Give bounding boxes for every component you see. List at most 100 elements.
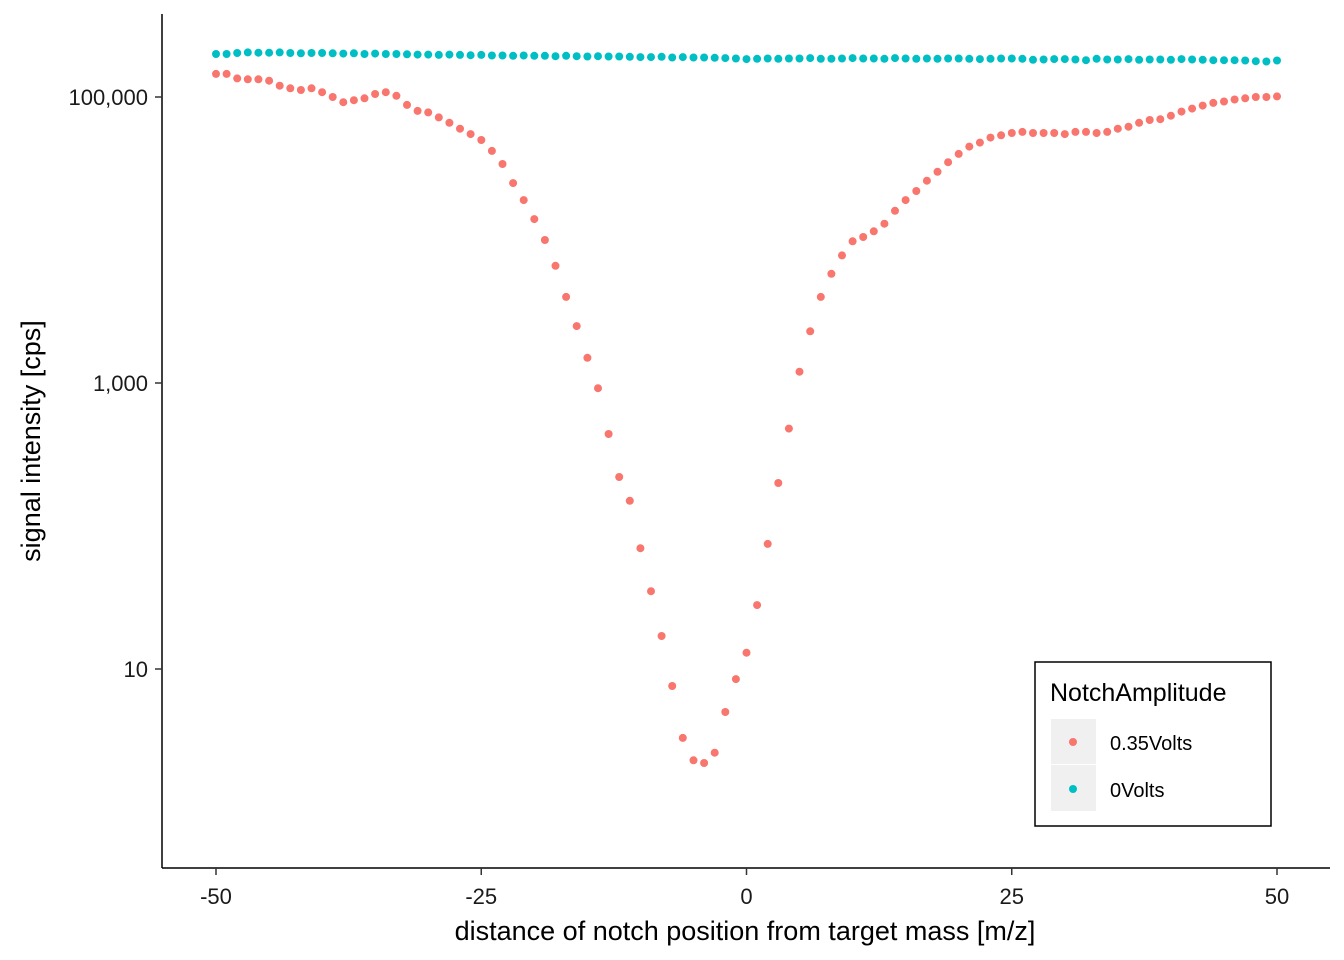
point-0volts-98 bbox=[1251, 57, 1260, 66]
point-0volts-11 bbox=[328, 49, 337, 58]
point-0.35volts-53 bbox=[774, 479, 783, 487]
point-0volts-1 bbox=[222, 50, 231, 58]
point-0volts-82 bbox=[1082, 56, 1090, 65]
point-0volts-79 bbox=[1050, 55, 1059, 64]
legend-label-0.35volts: 0.35Volts bbox=[1110, 733, 1192, 755]
point-0volts-31 bbox=[540, 51, 549, 60]
point-0.35volts-92 bbox=[1188, 104, 1197, 113]
point-0.35volts-42 bbox=[657, 632, 666, 640]
point-0volts-32 bbox=[551, 52, 560, 61]
point-0.35volts-32 bbox=[551, 261, 560, 270]
point-0.35volts-76 bbox=[1018, 127, 1027, 136]
y-axis-title: signal intensity [cps] bbox=[16, 320, 46, 562]
point-0volts-49 bbox=[731, 54, 740, 63]
point-0volts-97 bbox=[1241, 56, 1250, 65]
point-0volts-99 bbox=[1262, 57, 1271, 66]
point-0.35volts-87 bbox=[1135, 118, 1144, 127]
point-0.35volts-19 bbox=[413, 106, 422, 115]
point-0volts-0 bbox=[212, 50, 220, 58]
point-0.35volts-89 bbox=[1156, 115, 1165, 124]
point-0volts-91 bbox=[1177, 55, 1186, 64]
point-0volts-46 bbox=[700, 53, 709, 62]
point-0.35volts-21 bbox=[434, 113, 443, 122]
point-0volts-96 bbox=[1230, 56, 1239, 65]
point-0.35volts-24 bbox=[466, 130, 475, 139]
point-0volts-51 bbox=[753, 54, 762, 63]
point-0.35volts-95 bbox=[1220, 97, 1228, 106]
point-0volts-50 bbox=[742, 55, 751, 64]
point-0.35volts-34 bbox=[572, 322, 581, 331]
point-0volts-13 bbox=[349, 49, 358, 58]
point-0.35volts-72 bbox=[975, 138, 984, 147]
point-0volts-18 bbox=[403, 50, 411, 59]
point-0.35volts-10 bbox=[318, 88, 327, 97]
point-0volts-21 bbox=[434, 50, 443, 59]
x-tick-label: 25 bbox=[1000, 884, 1024, 909]
point-0.35volts-57 bbox=[816, 292, 825, 301]
legend-key-0volts bbox=[1069, 785, 1077, 793]
point-0volts-66 bbox=[912, 54, 921, 63]
point-0.35volts-7 bbox=[286, 84, 295, 93]
point-0.35volts-30 bbox=[530, 215, 539, 224]
point-0volts-37 bbox=[604, 52, 613, 61]
point-0volts-3 bbox=[243, 48, 252, 57]
x-tick-label: -50 bbox=[200, 884, 232, 909]
point-0volts-89 bbox=[1156, 55, 1165, 64]
point-0volts-23 bbox=[456, 50, 464, 59]
point-0volts-33 bbox=[562, 51, 571, 60]
point-0volts-20 bbox=[424, 50, 433, 59]
point-0.35volts-69 bbox=[944, 158, 953, 167]
x-axis-ticks: -50 -25 0 25 50 bbox=[200, 868, 1289, 909]
point-0.35volts-50 bbox=[742, 648, 751, 657]
point-0.35volts-75 bbox=[1007, 129, 1016, 137]
point-0.35volts-40 bbox=[636, 544, 645, 553]
point-0.35volts-17 bbox=[392, 91, 401, 100]
point-0.35volts-71 bbox=[965, 142, 974, 151]
point-0volts-2 bbox=[233, 49, 242, 57]
point-0.35volts-36 bbox=[594, 384, 602, 393]
point-0volts-64 bbox=[891, 54, 899, 63]
point-0volts-63 bbox=[880, 54, 889, 63]
x-axis-title: distance of notch position from target m… bbox=[455, 916, 1036, 946]
point-0volts-42 bbox=[657, 52, 666, 61]
point-0volts-16 bbox=[381, 50, 390, 58]
point-0.35volts-13 bbox=[349, 96, 358, 105]
point-0volts-52 bbox=[763, 54, 772, 63]
point-0volts-28 bbox=[509, 51, 518, 60]
point-0volts-40 bbox=[636, 53, 645, 62]
point-0volts-57 bbox=[816, 54, 825, 63]
point-0volts-45 bbox=[689, 53, 698, 62]
point-0.35volts-80 bbox=[1060, 130, 1069, 139]
point-0.35volts-81 bbox=[1071, 127, 1080, 136]
point-0.35volts-94 bbox=[1209, 98, 1218, 107]
point-0volts-61 bbox=[859, 54, 868, 63]
point-0.35volts-77 bbox=[1029, 129, 1037, 137]
point-0.35volts-2 bbox=[233, 74, 242, 83]
point-0volts-47 bbox=[710, 53, 719, 62]
x-tick-label: -25 bbox=[465, 884, 497, 909]
point-0.35volts-84 bbox=[1103, 127, 1112, 136]
point-0.35volts-23 bbox=[456, 124, 464, 133]
point-0.35volts-4 bbox=[254, 75, 263, 84]
point-0.35volts-56 bbox=[806, 327, 815, 336]
point-0.35volts-62 bbox=[869, 227, 878, 236]
point-0volts-54 bbox=[784, 54, 793, 63]
point-0volts-5 bbox=[265, 48, 274, 57]
point-0.35volts-46 bbox=[700, 759, 709, 767]
point-0.35volts-64 bbox=[891, 206, 899, 215]
point-0.35volts-27 bbox=[498, 160, 507, 168]
point-0.35volts-35 bbox=[583, 353, 592, 362]
point-0.35volts-0 bbox=[212, 69, 220, 78]
point-0.35volts-29 bbox=[519, 196, 528, 205]
point-0.35volts-100 bbox=[1273, 92, 1281, 101]
point-0volts-81 bbox=[1071, 55, 1080, 64]
point-0volts-74 bbox=[997, 54, 1006, 63]
point-0.35volts-5 bbox=[265, 76, 274, 85]
point-0volts-24 bbox=[466, 51, 475, 60]
point-0.35volts-78 bbox=[1039, 129, 1048, 137]
point-0.35volts-6 bbox=[275, 81, 284, 90]
point-0volts-86 bbox=[1124, 55, 1133, 64]
point-0volts-70 bbox=[954, 54, 963, 63]
point-0volts-26 bbox=[487, 51, 496, 60]
